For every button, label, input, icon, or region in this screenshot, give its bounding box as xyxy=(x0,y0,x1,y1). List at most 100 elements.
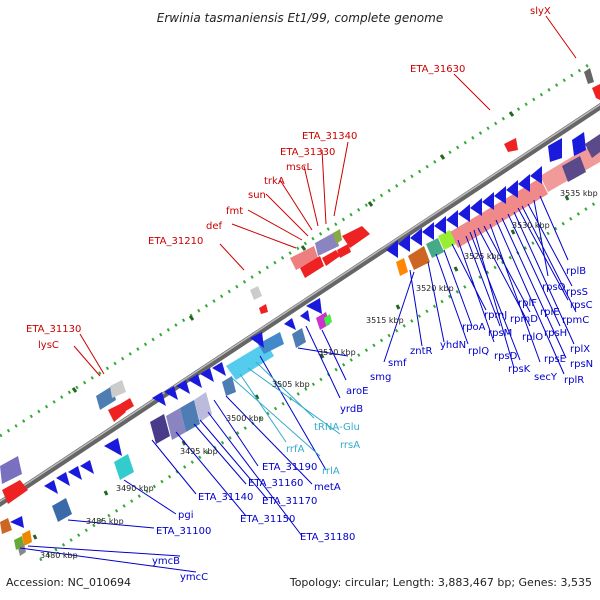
gene-arrowhead xyxy=(200,368,214,382)
scale-label: 3530 kbp xyxy=(512,221,550,230)
gene-label: rplQ xyxy=(468,346,489,357)
gene-block xyxy=(180,400,200,432)
gene-label: ETA_31330 xyxy=(280,147,335,158)
gene-label: mscL xyxy=(286,162,312,173)
gene-block xyxy=(408,246,430,270)
gene-label: secY xyxy=(534,372,558,383)
gene-label: pgi xyxy=(178,510,193,521)
gene-label: rrlA xyxy=(322,466,340,477)
gene-label: fmt xyxy=(226,206,243,217)
gene-arrow-fwd xyxy=(504,138,518,152)
gene-label: sun xyxy=(248,190,266,201)
lower-gene-labels: ymcC ymcB ETA_31100 pgi ETA_31140 ETA_31… xyxy=(152,266,593,583)
gene-label: rpsQ xyxy=(542,282,566,293)
gene-label: rpsD xyxy=(494,351,518,362)
gene-label: rpsK xyxy=(508,364,531,375)
forward-genes xyxy=(0,68,600,504)
upper-gene-labels: lysC ETA_31130 ETA_31210 def fmt sun trk… xyxy=(26,6,551,351)
gene-arrowhead xyxy=(530,166,542,184)
gene-block xyxy=(166,408,186,440)
scale-label: 3515 kbp xyxy=(366,316,404,325)
gene-arrowhead xyxy=(250,332,264,348)
scale-label: 3520 kbp xyxy=(416,284,454,293)
gene-arrowhead xyxy=(104,438,122,456)
scale-label: 3490 kbp xyxy=(116,484,154,493)
accession-text: Accession: NC_010694 xyxy=(6,576,131,589)
gene-label: rplE xyxy=(540,307,560,318)
gene-block xyxy=(396,258,408,276)
gene-label: ETA_31160 xyxy=(248,478,303,489)
gene-label: ETA_31170 xyxy=(262,496,317,507)
gene-arrowhead xyxy=(176,380,190,394)
gene-label: ETA_31630 xyxy=(410,64,465,75)
gene-arrowhead xyxy=(548,138,562,162)
gene-arrowhead xyxy=(482,192,494,210)
gene-arrow-fwd xyxy=(315,232,339,256)
gene-arrowhead xyxy=(152,392,166,406)
gene-label: metA xyxy=(314,482,341,493)
gene-arrowhead xyxy=(494,186,506,204)
gene-label: rpoA xyxy=(462,322,486,333)
gene-arrow-fwd xyxy=(337,244,351,258)
gene-arrow-fwd xyxy=(584,68,594,84)
gene-arrowhead xyxy=(68,466,82,480)
gene-arrowhead xyxy=(300,310,310,322)
gene-block xyxy=(150,414,170,444)
gene-arrow-fwd xyxy=(0,456,22,484)
gene-label: rpsN xyxy=(570,359,593,370)
gene-arrowhead xyxy=(446,210,458,228)
gene-label: rpmJ xyxy=(484,310,507,321)
leader-lines-upper xyxy=(73,15,577,377)
gene-arrowhead xyxy=(470,198,482,216)
gene-label: rpsH xyxy=(544,328,567,339)
gene-label: rpmD xyxy=(510,314,538,325)
gene-arrow-fwd xyxy=(110,380,126,398)
gene-arrowhead xyxy=(80,460,94,474)
scale-label: 3535 kbp xyxy=(560,189,598,198)
scale-label: 3485 kbp xyxy=(86,517,124,526)
gene-block xyxy=(426,238,444,258)
gene-arrowhead xyxy=(188,374,202,388)
scale-label: 3525 kbp xyxy=(464,252,502,261)
gene-arrow-fwd xyxy=(259,304,268,314)
gene-arrow-fwd xyxy=(290,246,318,270)
gene-arrowhead xyxy=(212,362,226,376)
gene-label: ymcB xyxy=(152,556,180,567)
gene-label: aroE xyxy=(346,386,368,397)
gene-label: ETA_31180 xyxy=(300,532,355,543)
gene-block xyxy=(585,134,600,158)
gene-label: rplF xyxy=(518,298,537,309)
gene-label: rpsE xyxy=(544,354,566,365)
gene-arrow-fwd xyxy=(333,229,342,244)
gene-label: rplO xyxy=(522,332,543,343)
gene-block xyxy=(292,328,306,348)
gene-label: rplB xyxy=(566,266,586,277)
gene-block xyxy=(562,156,586,182)
gene-label: ETA_31210 xyxy=(148,236,203,247)
gene-arrow-fwd xyxy=(108,404,126,422)
gene-arrowhead xyxy=(434,216,446,234)
gene-label: ETA_31100 xyxy=(156,526,211,537)
gene-arrowhead xyxy=(422,222,434,240)
scale-labels: 3480 kbp 3485 kbp 3490 kbp 3495 kbp 3500… xyxy=(40,189,598,560)
gene-label: zntR xyxy=(410,346,433,357)
gene-label: rpmC xyxy=(562,315,589,326)
gene-label: ETA_31130 xyxy=(26,324,81,335)
gene-arrowhead xyxy=(458,204,470,222)
gene-label: trkA xyxy=(264,176,285,187)
gene-label: yhdN xyxy=(440,340,466,351)
gene-block xyxy=(222,376,236,396)
gene-block xyxy=(114,454,134,480)
gene-arrowhead xyxy=(518,174,530,192)
gene-label: rrsA xyxy=(340,440,360,451)
small-gene-arrows xyxy=(10,132,586,528)
gene-block xyxy=(324,314,332,326)
gene-arrow-fwd xyxy=(250,286,262,300)
gene-block xyxy=(226,342,274,380)
map-title: Erwinia tasmaniensis Et1/99, complete ge… xyxy=(157,11,443,25)
gene-arrow-fwd xyxy=(300,256,324,278)
gene-arrowhead xyxy=(398,234,410,252)
scale-label: 3505 kbp xyxy=(272,380,310,389)
gene-arrowhead xyxy=(284,318,296,330)
